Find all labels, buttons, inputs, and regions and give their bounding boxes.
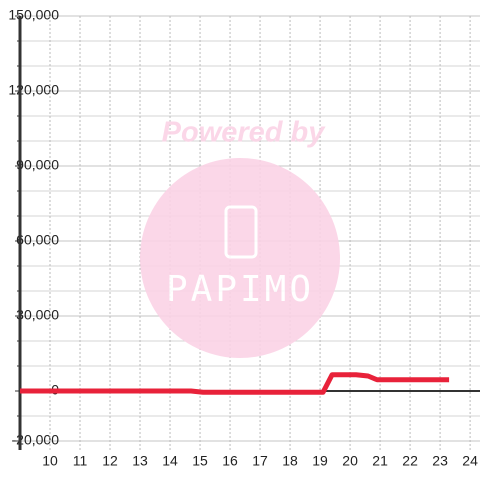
x-tick-label: 13 (132, 453, 148, 469)
x-tick-label: 10 (42, 453, 58, 469)
plot (18, 16, 480, 450)
y-tick-label: 150,000 (8, 7, 59, 23)
data-line (20, 372, 450, 395)
x-tick-label: 15 (192, 453, 208, 469)
x-tick-label: 11 (73, 453, 88, 469)
x-tick-label: 21 (372, 453, 388, 469)
x-tick-label: 12 (102, 453, 118, 469)
y-tick-label: 120,000 (8, 82, 59, 98)
x-tick-label: 24 (462, 453, 478, 469)
x-tick-label: 19 (312, 453, 328, 469)
x-tick-label: 18 (282, 453, 298, 469)
watermark-icon (224, 205, 258, 259)
x-tick-label: 20 (342, 453, 358, 469)
x-tick-label: 17 (252, 453, 268, 469)
x-tick-label: 14 (162, 453, 178, 469)
x-tick-label: 22 (402, 453, 418, 469)
watermark-text: Powered by (162, 117, 327, 149)
x-tick-label: 23 (432, 453, 448, 469)
y-tick-label: 90,000 (16, 157, 59, 173)
y-tick-label: -20,000 (12, 432, 60, 448)
y-tick-label: 60,000 (16, 232, 59, 248)
watermark-logo: PAPIMO (166, 269, 314, 310)
y-tick-label: 30,000 (16, 307, 59, 323)
watermark: Powered by PAPIMO (140, 117, 340, 358)
x-tick-label: 16 (222, 453, 238, 469)
